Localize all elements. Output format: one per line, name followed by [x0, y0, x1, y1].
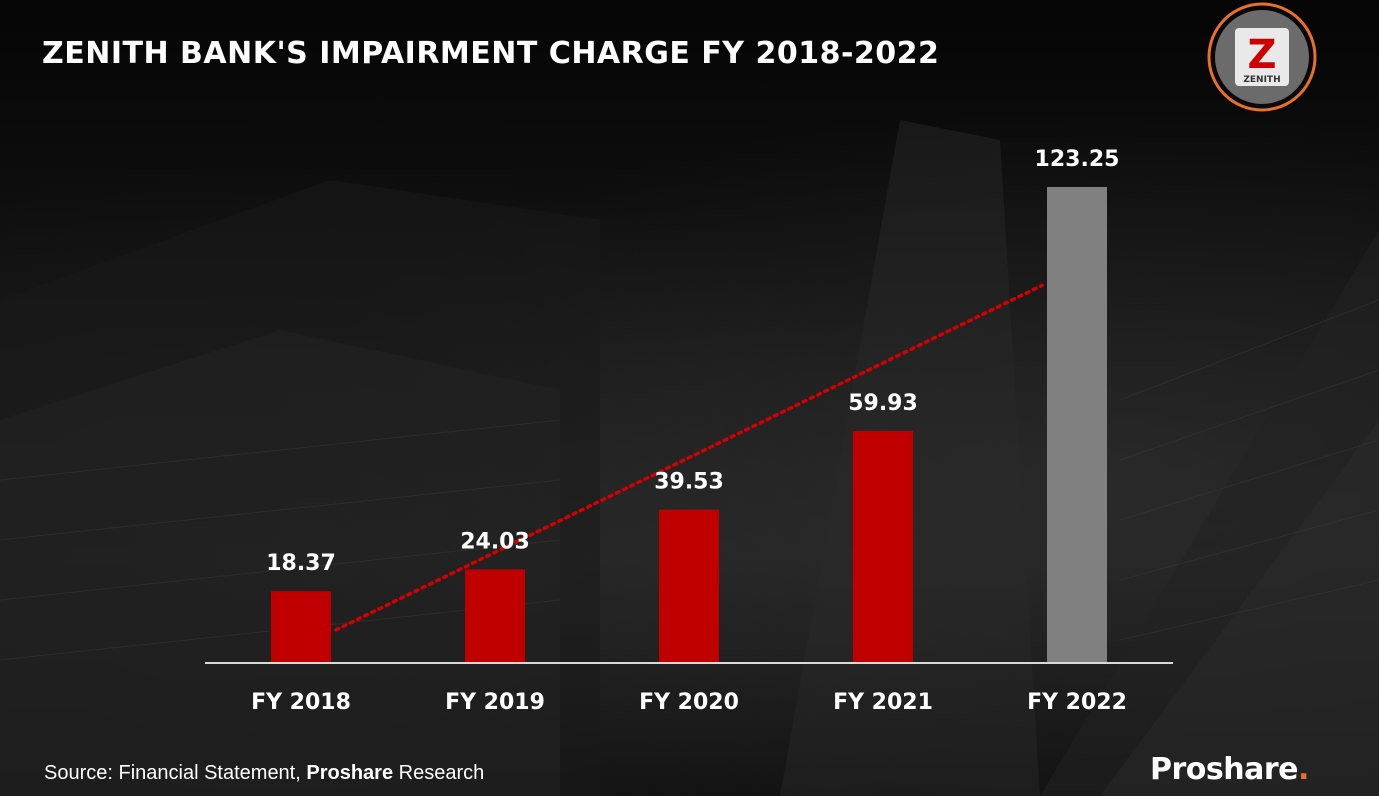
value-label-fy-2022: 123.25: [1035, 147, 1120, 172]
bars-group: [271, 187, 1107, 662]
bar-fy-2021: [853, 431, 913, 662]
category-label-fy-2022: FY 2022: [1027, 690, 1127, 715]
value-label-fy-2018: 18.37: [266, 551, 336, 576]
source-prefix: Source: Financial Statement,: [44, 762, 307, 784]
brand-dot: .: [1298, 752, 1309, 787]
category-label-fy-2020: FY 2020: [639, 690, 739, 715]
trendline-group: [334, 283, 1044, 632]
logo-tile-icon: [1235, 28, 1289, 86]
category-label-fy-2018: FY 2018: [251, 690, 351, 715]
proshare-brand: Proshare.: [1150, 752, 1309, 787]
chart-title: ZENITH BANK'S IMPAIRMENT CHARGE FY 2018-…: [42, 36, 940, 71]
bar-fy-2018: [271, 591, 331, 662]
logo-ring-icon: [1207, 2, 1317, 112]
zenith-logo: Z ZENITH: [1207, 2, 1317, 112]
bar-fy-2022: [1047, 187, 1107, 662]
source-note: Source: Financial Statement, Proshare Re…: [44, 762, 484, 785]
source-suffix: Research: [393, 762, 485, 784]
logo-letter: Z: [1247, 32, 1276, 78]
labels-group: 18.37 FY 2018 24.03 FY 2019 39.53 FY 2020 59.9…: [251, 147, 1127, 715]
category-label-fy-2021: FY 2021: [833, 690, 933, 715]
source-bold: Proshare: [306, 762, 394, 784]
bar-fy-2019: [465, 569, 525, 662]
bar-fy-2020: [659, 509, 719, 662]
trendline: [334, 283, 1044, 632]
brand-name: Proshare: [1150, 752, 1299, 787]
value-label-fy-2020: 39.53: [654, 470, 724, 495]
value-label-fy-2019: 24.03: [460, 529, 530, 554]
value-label-fy-2021: 59.93: [848, 391, 918, 416]
logo-text: ZENITH: [1243, 75, 1280, 85]
category-label-fy-2019: FY 2019: [445, 690, 545, 715]
